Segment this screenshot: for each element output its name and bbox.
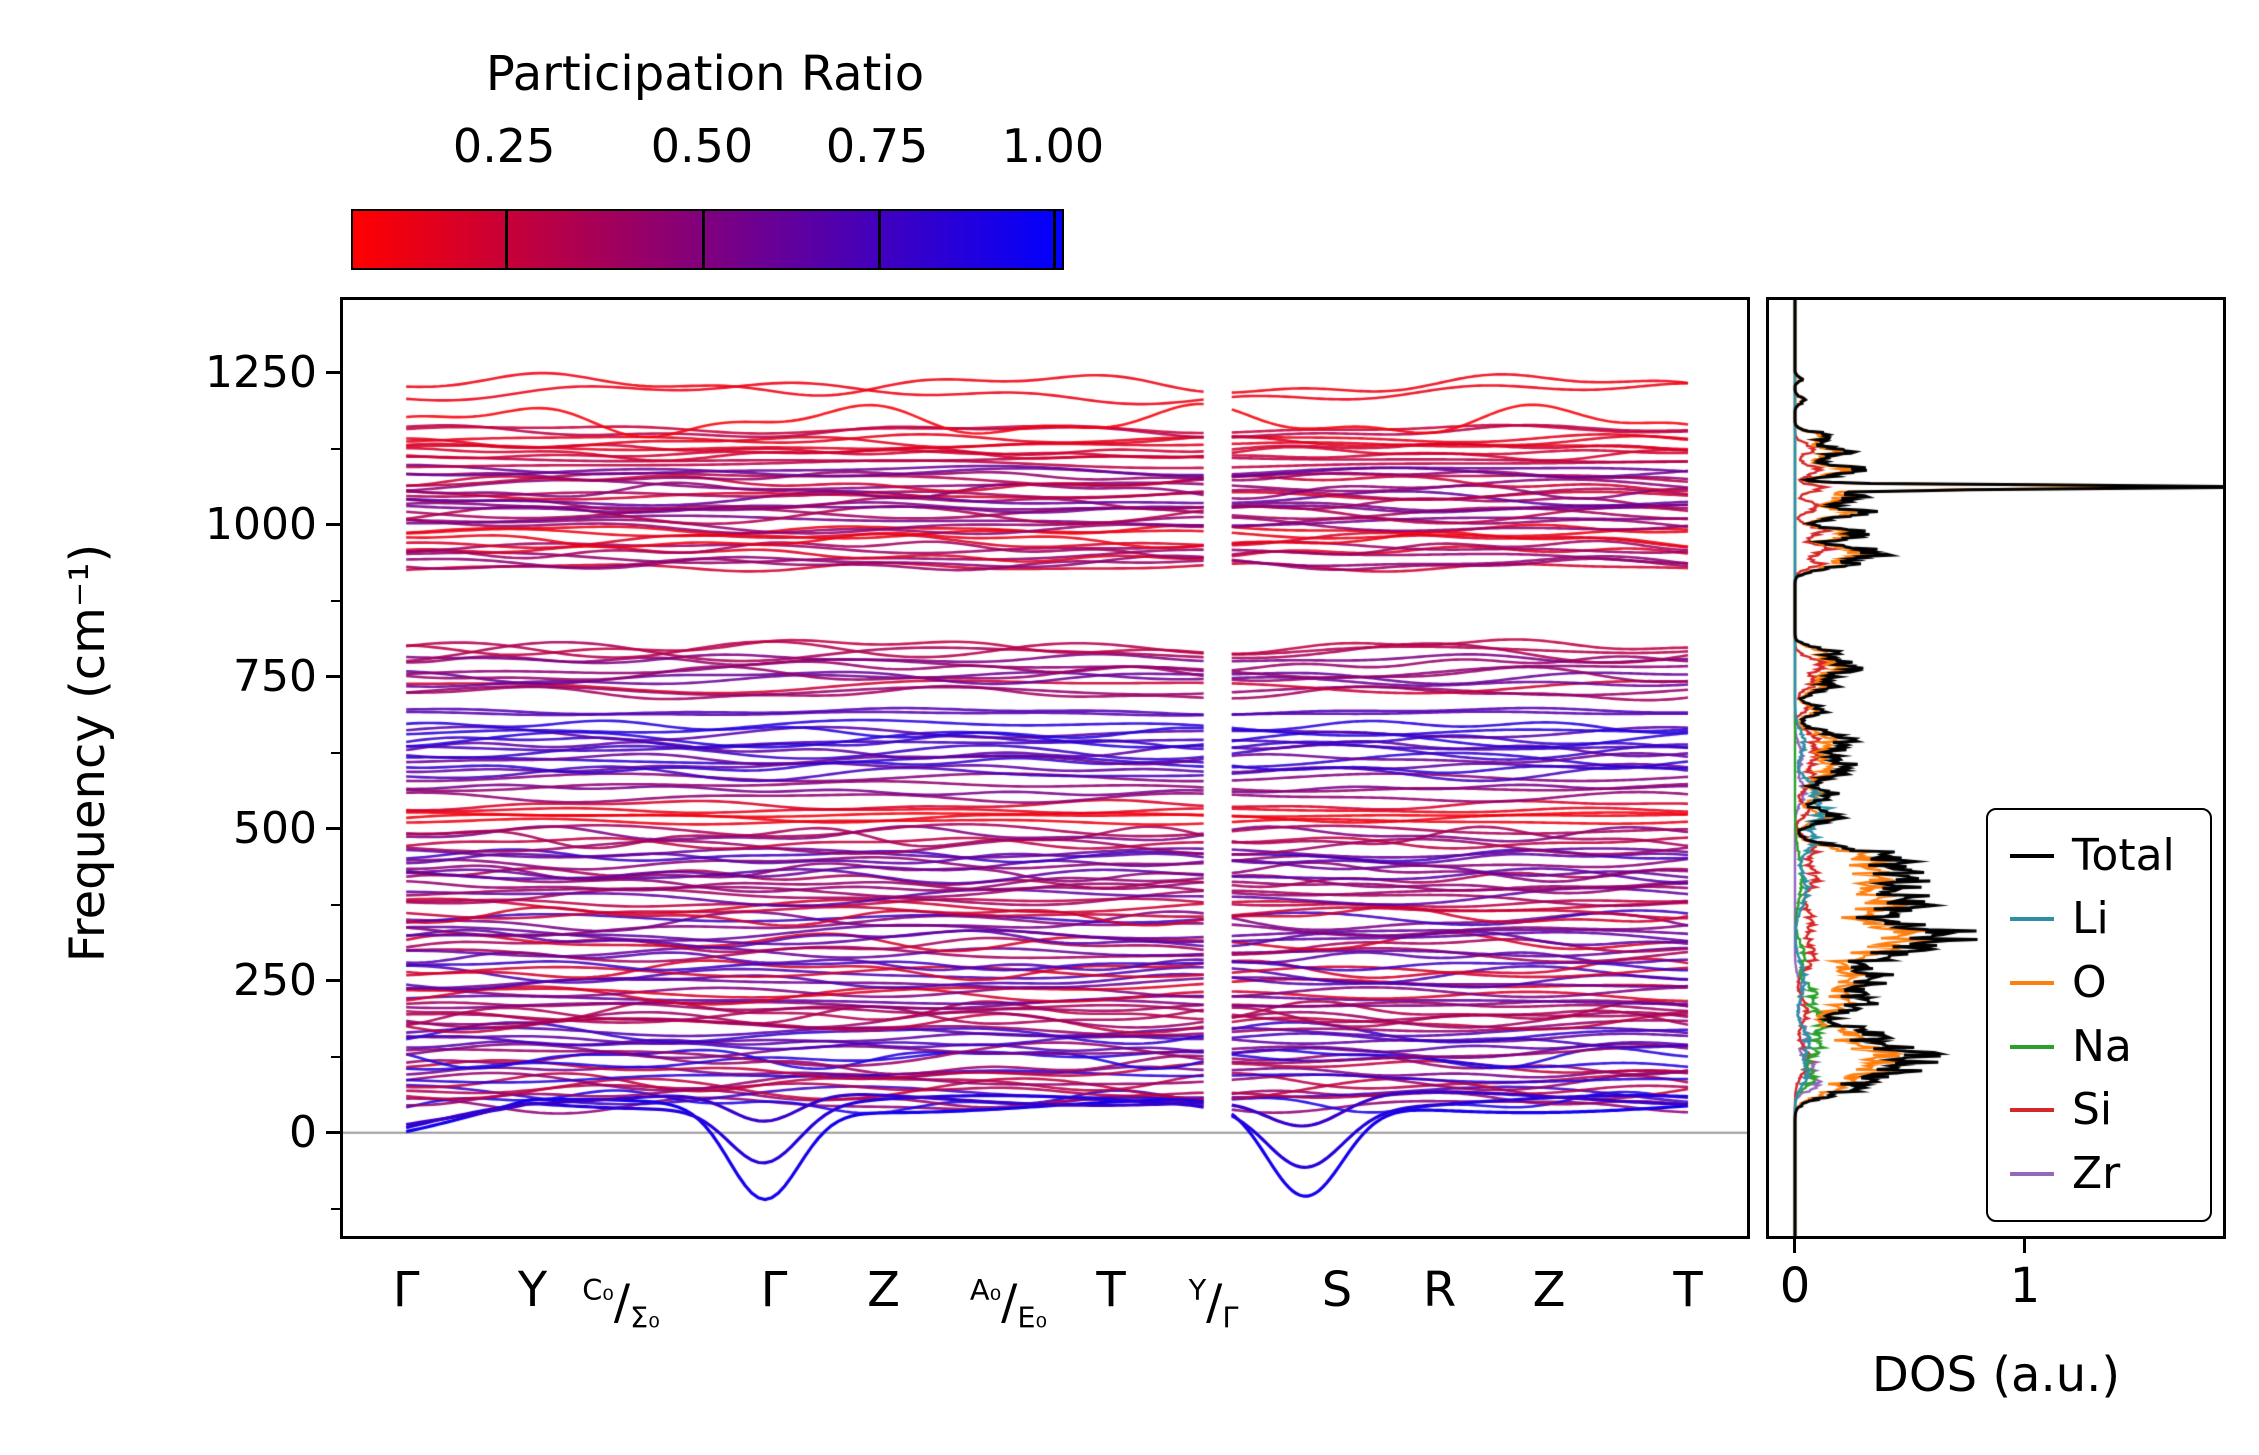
band-structure-panel	[340, 297, 1750, 1239]
dos-x-tick-label: 1	[2009, 1258, 2041, 1314]
legend-line-sample	[2010, 917, 2054, 922]
k-point-label: Y/Γ	[1188, 1273, 1239, 1335]
k-point-label: R	[1422, 1262, 1457, 1318]
colorbar-tick-label: 0.75	[825, 119, 929, 173]
colorbar-tick-line	[504, 211, 508, 268]
legend-item-label: Total	[2072, 829, 2175, 881]
k-point-label: A₀/E₀	[969, 1273, 1048, 1335]
legend-line-sample	[2010, 1108, 2054, 1113]
k-label-sup: A₀	[969, 1273, 1002, 1307]
legend-item: Total	[2010, 825, 2188, 887]
y-tick-label: 1000	[205, 498, 317, 550]
k-label-sub: Σ₀	[630, 1300, 660, 1335]
legend-line-sample	[2010, 853, 2054, 858]
k-point-label: Z	[867, 1262, 900, 1318]
legend-item-label: Zr	[2072, 1148, 2121, 1200]
k-label-sub: E₀	[1017, 1300, 1048, 1335]
legend-item: Zr	[2010, 1143, 2188, 1205]
legend-item: Li	[2010, 888, 2188, 950]
y-tick-mark	[326, 827, 340, 831]
k-point-label: T	[1673, 1262, 1703, 1318]
k-point-label: T	[1096, 1262, 1126, 1318]
colorbar-gradient	[353, 211, 1062, 268]
k-point-label: S	[1321, 1262, 1353, 1318]
y-minor-tick-mark	[331, 903, 340, 906]
colorbar-title: Participation Ratio	[485, 46, 925, 102]
colorbar-tick-line	[702, 211, 706, 268]
legend-line-sample	[2010, 1172, 2054, 1177]
legend-item-label: O	[2072, 957, 2107, 1009]
k-point-label: Γ	[392, 1262, 420, 1318]
k-label-sub: Γ	[1222, 1300, 1239, 1335]
colorbar-tick-label: 0.50	[650, 119, 754, 173]
colorbar-tick-line	[1053, 211, 1057, 268]
k-point-label: Z	[1532, 1262, 1566, 1318]
y-minor-tick-mark	[331, 751, 340, 754]
y-tick-label: 750	[233, 650, 317, 702]
k-point-label: C₀/Σ₀	[582, 1273, 660, 1335]
y-axis-label: Frequency (cm⁻¹)	[60, 543, 116, 963]
y-tick-label: 1250	[205, 346, 317, 398]
legend-item: O	[2010, 952, 2188, 1014]
legend-line-sample	[2010, 981, 2054, 986]
k-label-sup: C₀	[582, 1273, 614, 1307]
colorbar-tick-label: 1.00	[1001, 119, 1105, 173]
participation-ratio-colorbar	[351, 209, 1064, 270]
k-point-label: Y	[517, 1262, 548, 1318]
y-tick-mark	[326, 523, 340, 527]
k-point-label: Γ	[760, 1262, 788, 1318]
legend-item-label: Na	[2072, 1020, 2132, 1072]
dos-x-tick-mark	[1793, 1239, 1797, 1253]
colorbar-tick-label: 0.25	[452, 119, 556, 173]
y-tick-label: 0	[289, 1106, 317, 1158]
y-minor-tick-mark	[331, 1207, 340, 1210]
dos-x-axis-label: DOS (a.u.)	[1871, 1347, 2121, 1403]
y-minor-tick-mark	[331, 1055, 340, 1058]
y-tick-mark	[326, 1131, 340, 1135]
legend-item-label: Li	[2072, 893, 2109, 945]
dos-x-tick-label: 0	[1779, 1258, 1811, 1314]
colorbar-tick-line	[877, 211, 881, 268]
dos-x-tick-mark	[2023, 1239, 2027, 1253]
legend-item-label: Si	[2072, 1084, 2113, 1136]
y-minor-tick-mark	[331, 447, 340, 450]
band-structure-canvas	[343, 300, 1747, 1236]
y-tick-mark	[326, 675, 340, 679]
y-tick-label: 250	[233, 954, 317, 1006]
y-minor-tick-mark	[331, 599, 340, 602]
legend-item: Si	[2010, 1079, 2188, 1141]
y-tick-mark	[326, 979, 340, 983]
y-tick-label: 500	[233, 802, 317, 854]
k-label-sup: Y	[1188, 1273, 1207, 1307]
legend-item: Na	[2010, 1016, 2188, 1078]
y-tick-mark	[326, 371, 340, 375]
legend: Total Li O Na Si Zr	[1986, 808, 2212, 1222]
legend-line-sample	[2010, 1044, 2054, 1049]
